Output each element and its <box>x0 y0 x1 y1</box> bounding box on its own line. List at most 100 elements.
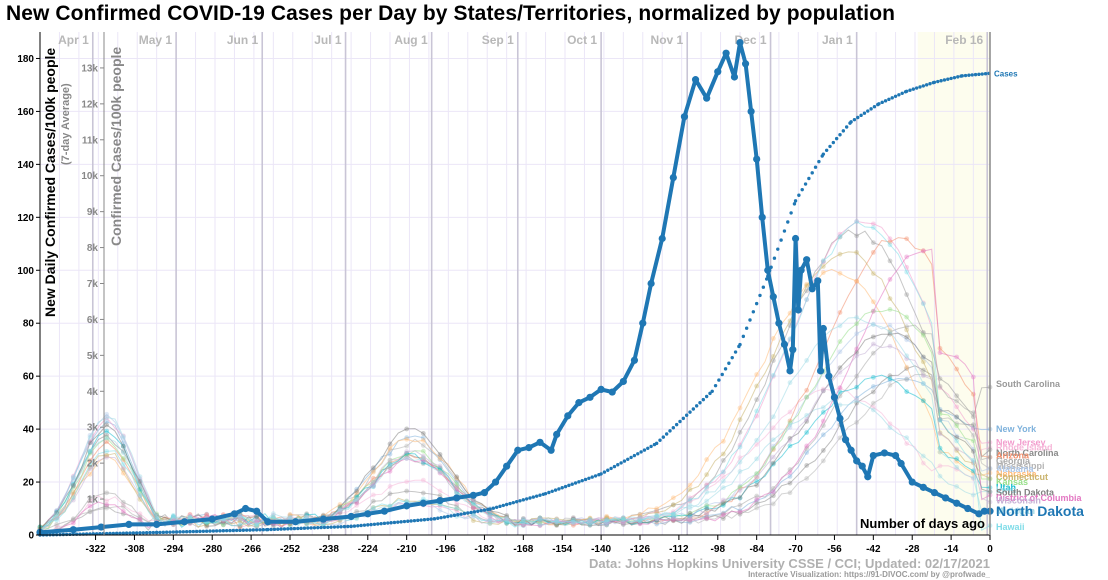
north-dakota-point[interactable] <box>714 68 722 76</box>
north-dakota-point[interactable] <box>597 385 605 393</box>
state-series-point <box>787 323 793 328</box>
north-dakota-point[interactable] <box>825 372 833 380</box>
north-dakota-point[interactable] <box>808 285 816 293</box>
north-dakota-point[interactable] <box>180 518 189 526</box>
north-dakota-point[interactable] <box>536 438 544 446</box>
north-dakota-point[interactable] <box>547 446 555 454</box>
north-dakota-point[interactable] <box>930 489 939 497</box>
north-dakota-point[interactable] <box>908 478 916 486</box>
north-dakota-point[interactable] <box>503 462 511 470</box>
north-dakota-point[interactable] <box>769 293 777 301</box>
north-dakota-point[interactable] <box>453 494 461 502</box>
north-dakota-point[interactable] <box>794 306 802 314</box>
north-dakota-point[interactable] <box>869 451 877 460</box>
north-dakota-point[interactable] <box>814 277 822 285</box>
north-dakota-point[interactable] <box>525 444 533 452</box>
north-dakota-point[interactable] <box>764 266 772 274</box>
north-dakota-point[interactable] <box>608 388 616 396</box>
north-dakota-point[interactable] <box>586 393 594 401</box>
north-dakota-point[interactable] <box>797 266 805 274</box>
north-dakota-point[interactable] <box>791 234 800 243</box>
north-dakota-point[interactable] <box>891 451 900 460</box>
north-dakota-point[interactable] <box>630 356 639 364</box>
north-dakota-point[interactable] <box>419 499 427 507</box>
north-dakota-point[interactable] <box>564 412 572 420</box>
north-dakota-point[interactable] <box>69 526 77 534</box>
north-dakota-point[interactable] <box>741 60 750 68</box>
north-dakota-line[interactable] <box>39 40 990 535</box>
north-dakota-point[interactable] <box>722 49 730 57</box>
credit-text[interactable]: Interactive Visualization: https://91-DI… <box>748 570 990 579</box>
north-dakota-point[interactable] <box>975 510 983 518</box>
north-dakota-point[interactable] <box>703 94 711 102</box>
x-tick-label: -70 <box>788 544 803 555</box>
north-dakota-point[interactable] <box>553 430 561 438</box>
north-dakota-point[interactable] <box>953 499 961 507</box>
north-dakota-point[interactable] <box>253 507 261 515</box>
north-dakota-point[interactable] <box>858 462 866 470</box>
north-dakota-point[interactable] <box>941 494 950 502</box>
north-dakota-point[interactable] <box>264 518 272 526</box>
north-dakota-point[interactable] <box>919 483 927 491</box>
north-dakota-point[interactable] <box>619 377 627 386</box>
north-dakota-point[interactable] <box>669 174 677 182</box>
cumulative-point <box>852 117 857 122</box>
north-dakota-point[interactable] <box>291 518 300 526</box>
north-dakota-point[interactable] <box>775 319 783 327</box>
north-dakota-point[interactable] <box>803 256 811 264</box>
north-dakota-point[interactable] <box>819 324 827 333</box>
north-dakota-point[interactable] <box>816 367 825 375</box>
north-dakota-point[interactable] <box>780 340 789 348</box>
north-dakota-point[interactable] <box>691 76 700 84</box>
state-series-point <box>420 477 426 483</box>
north-dakota-point[interactable] <box>364 510 372 518</box>
north-dakota-point[interactable] <box>830 393 839 401</box>
north-dakota-point[interactable] <box>747 107 755 116</box>
state-series-point <box>904 334 910 340</box>
north-dakota-point[interactable] <box>730 73 739 81</box>
north-dakota-point[interactable] <box>491 478 500 486</box>
state-series-point <box>704 457 710 462</box>
north-dakota-point[interactable] <box>864 473 872 481</box>
north-dakota-point[interactable] <box>241 504 250 513</box>
y-tick-label: 0 <box>28 531 34 542</box>
north-dakota-point[interactable] <box>758 213 766 221</box>
north-dakota-point[interactable] <box>480 489 489 497</box>
north-dakota-point[interactable] <box>847 446 855 454</box>
cumulative-point <box>154 530 159 535</box>
state-series-point <box>187 512 193 518</box>
north-dakota-point[interactable] <box>97 523 105 531</box>
north-dakota-point[interactable] <box>880 449 889 457</box>
north-dakota-point[interactable] <box>125 520 133 529</box>
north-dakota-point[interactable] <box>964 504 972 513</box>
north-dakota-point[interactable] <box>853 457 861 465</box>
north-dakota-point[interactable] <box>753 155 761 163</box>
north-dakota-point[interactable] <box>789 346 797 354</box>
north-dakota-point[interactable] <box>347 512 355 521</box>
north-dakota-point[interactable] <box>736 38 744 47</box>
north-dakota-point[interactable] <box>514 446 522 454</box>
north-dakota-label[interactable]: North Dakota <box>996 503 1084 519</box>
north-dakota-point[interactable] <box>647 279 655 288</box>
north-dakota-point[interactable] <box>841 436 850 444</box>
north-dakota-point[interactable] <box>980 507 989 515</box>
north-dakota-point[interactable] <box>208 515 216 523</box>
state-series-point <box>437 488 443 494</box>
north-dakota-point[interactable] <box>639 319 647 327</box>
north-dakota-point[interactable] <box>575 399 583 407</box>
north-dakota-point[interactable] <box>380 507 389 515</box>
north-dakota-point[interactable] <box>786 367 794 375</box>
north-dakota-point[interactable] <box>680 113 689 121</box>
north-dakota-point[interactable] <box>836 414 844 423</box>
highlight-series-layer[interactable] <box>36 38 994 536</box>
month-label: Jul 1 <box>314 33 342 47</box>
north-dakota-point[interactable] <box>658 234 666 243</box>
north-dakota-point[interactable] <box>897 459 905 468</box>
north-dakota-point[interactable] <box>319 515 327 523</box>
north-dakota-point[interactable] <box>230 510 239 518</box>
north-dakota-point[interactable] <box>469 491 477 499</box>
north-dakota-point[interactable] <box>403 502 411 510</box>
north-dakota-point[interactable] <box>436 496 444 505</box>
north-dakota-point[interactable] <box>153 520 161 529</box>
